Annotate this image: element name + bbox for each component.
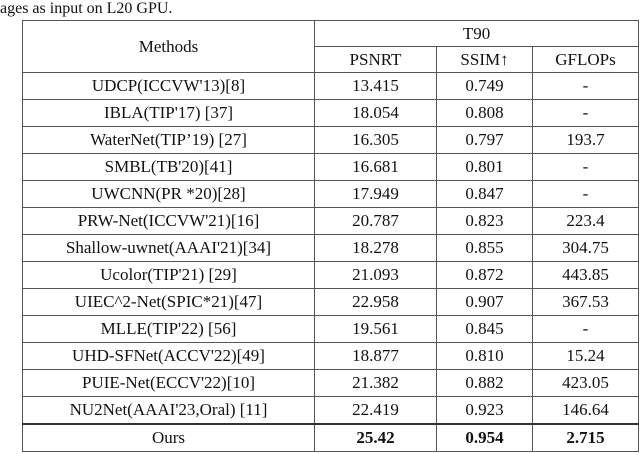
table-row: Ucolor(TIP'21) [29] 21.093 0.872 443.85 xyxy=(22,261,640,289)
method-cell: UWCNN(PR *20)[28] xyxy=(22,180,315,208)
value-cell: - xyxy=(531,180,640,208)
method-cell: Ours xyxy=(22,423,315,452)
table-row: MLLE(TIP'22) [56] 19.561 0.845- xyxy=(22,315,640,343)
value-cell: 18.054 xyxy=(314,99,437,127)
value-cell: 0.797 xyxy=(436,126,533,154)
value-cell: 367.53 xyxy=(531,288,640,316)
method-cell: PUIE-Net(ECCV'22)[10] xyxy=(22,369,315,397)
value-cell: 15.24 xyxy=(531,342,640,370)
value-cell: 18.877 xyxy=(314,342,437,370)
value-cell: 20.787 xyxy=(314,207,437,235)
value-cell: 0.923 xyxy=(436,396,533,425)
value-cell: 0.749 xyxy=(436,72,533,100)
header-row: PSNRT SSIM↑ GFLOPs xyxy=(23,46,640,73)
value-cell: 21.093 xyxy=(314,261,437,289)
value-cell: 0.847 xyxy=(436,180,533,208)
value-cell: 0.823 xyxy=(436,207,533,235)
table-row: WaterNet(TIP’19) [27] 16.305 0.797 193.7 xyxy=(22,126,640,154)
table-row: IBLA(TIP'17) [37] 18.054 0.808- xyxy=(22,99,640,127)
value-cell: 304.75 xyxy=(531,234,640,262)
method-cell: PRW-Net(ICCVW'21)[16] xyxy=(22,207,315,235)
method-cell: IBLA(TIP'17) [37] xyxy=(22,99,315,127)
value-cell: 21.382 xyxy=(314,369,437,397)
table-row: Ours 25.42 0.954 2.715 xyxy=(22,423,640,452)
method-cell: MLLE(TIP'22) [56] xyxy=(22,315,315,343)
value-cell: 13.415 xyxy=(314,72,437,100)
method-cell: WaterNet(TIP’19) [27] xyxy=(22,126,315,154)
value-cell: 16.305 xyxy=(314,126,437,154)
value-cell: 0.845 xyxy=(436,315,533,343)
method-cell: NU2Net(AAAI'23,Oral) [11] xyxy=(22,396,315,425)
table-row: PRW-Net(ICCVW'21)[16] 20.787 0.823 223.4 xyxy=(22,207,640,235)
header-cell: Methods xyxy=(22,20,315,73)
value-cell: - xyxy=(531,72,640,100)
method-cell: UHD-SFNet(ACCV'22)[49] xyxy=(22,342,315,370)
header-row: Methods T90 xyxy=(22,20,640,73)
value-cell: 19.561 xyxy=(314,315,437,343)
value-cell: 22.419 xyxy=(314,396,437,425)
header-cell: PSNRT xyxy=(314,46,437,73)
value-cell: 0.954 xyxy=(436,423,533,452)
value-cell: 16.681 xyxy=(314,153,437,181)
method-cell: UDCP(ICCVW'13)[8] xyxy=(22,72,315,100)
method-cell: UIEC^2-Net(SPIC*21)[47] xyxy=(22,288,315,316)
table-row: UWCNN(PR *20)[28] 17.949 0.847- xyxy=(22,180,640,208)
header-cell: GFLOPs xyxy=(531,46,640,73)
value-cell: 22.958 xyxy=(314,288,437,316)
value-cell: 146.64 xyxy=(531,396,640,425)
table-row: UHD-SFNet(ACCV'22)[49] 18.877 0.810 15.24 xyxy=(22,342,640,370)
value-cell: 0.808 xyxy=(436,99,533,127)
value-cell: 0.810 xyxy=(436,342,533,370)
value-cell: 0.882 xyxy=(436,369,533,397)
value-cell: 0.855 xyxy=(436,234,533,262)
value-cell: - xyxy=(531,99,640,127)
method-cell: Shallow-uwnet(AAAI'21)[34] xyxy=(22,234,315,262)
table-row: Shallow-uwnet(AAAI'21)[34] 18.278 0.855 304… xyxy=(22,234,640,262)
value-cell: 223.4 xyxy=(531,207,640,235)
value-cell: 0.907 xyxy=(436,288,533,316)
header-cell: T90 xyxy=(313,20,640,47)
value-cell: 193.7 xyxy=(531,126,640,154)
value-cell: 2.715 xyxy=(531,423,640,452)
value-cell: 0.872 xyxy=(436,261,533,289)
value-cell: 18.278 xyxy=(314,234,437,262)
value-cell: 443.85 xyxy=(531,261,640,289)
value-cell: 25.42 xyxy=(314,423,437,452)
value-cell: 17.949 xyxy=(314,180,437,208)
method-cell: SMBL(TB'20)[41] xyxy=(22,153,315,181)
value-cell: - xyxy=(531,153,640,181)
value-cell: 0.801 xyxy=(436,153,533,181)
method-cell: Ucolor(TIP'21) [29] xyxy=(22,261,315,289)
table-row: UIEC^2-Net(SPIC*21)[47] 22.958 0.907 367.53 xyxy=(22,288,640,316)
value-cell: 423.05 xyxy=(531,369,640,397)
header-cell: SSIM↑ xyxy=(436,46,533,73)
table-row: SMBL(TB'20)[41] 16.681 0.801- xyxy=(22,153,640,181)
table-row: NU2Net(AAAI'23,Oral) [11] 22.419 0.923 146.… xyxy=(22,396,640,425)
table-row: UDCP(ICCVW'13)[8] 13.415 0.749- xyxy=(22,72,640,100)
results-table: Methods T90 PSNRT SSIM↑ GFLOPs UDCP(ICCVW'… xyxy=(22,20,640,452)
value-cell: - xyxy=(531,315,640,343)
caption: ages as input on L20 GPU. xyxy=(0,0,173,17)
table-body: UDCP(ICCVW'13)[8] 13.415 0.749- IBLA(TIP'17… xyxy=(22,72,640,452)
table-row: PUIE-Net(ECCV'22)[10] 21.382 0.882 423.05 xyxy=(22,369,640,397)
